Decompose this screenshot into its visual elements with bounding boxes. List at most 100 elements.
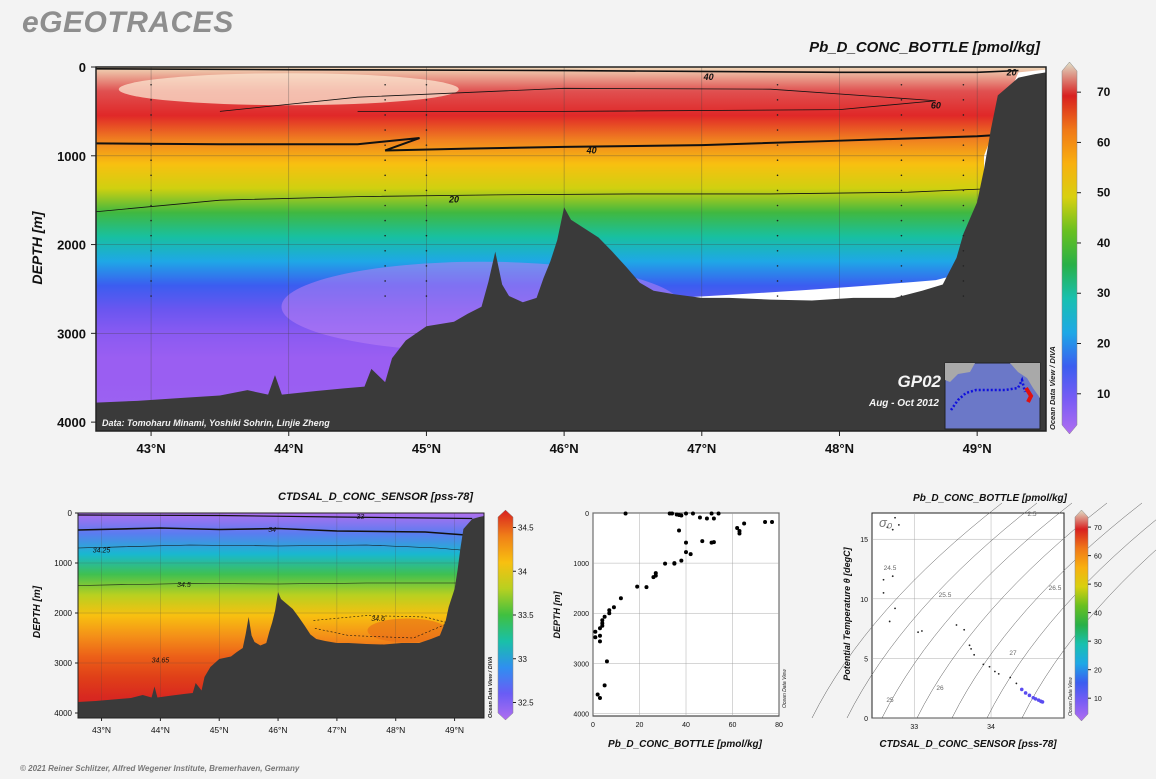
prof-ytick-label-4: 4000 — [573, 711, 589, 718]
main-bathymetry — [96, 72, 1046, 431]
ts-point-11 — [955, 624, 958, 626]
prof-ytick-label-0: 0 — [585, 511, 589, 518]
ts-isopycnal-label-6: 2.5 — [1027, 511, 1036, 518]
main-sample-dot-4-1900 — [900, 234, 903, 237]
main-colorbar: 10 20 30 40 50 60 70 — [1061, 61, 1111, 435]
sal-contour-label-5: 34.65 — [152, 658, 170, 665]
main-sample-dot-4-1390 — [900, 189, 903, 192]
main-sample-dot-0-880 — [150, 144, 152, 146]
main-sample-dot-2-1220 — [425, 174, 428, 177]
main-sample-dot-5-1730 — [962, 219, 965, 222]
main-sample-dot-5-200 — [962, 83, 965, 86]
prof-point-25 — [688, 552, 693, 557]
sal-contour-33 — [77, 514, 473, 520]
ts-point-6 — [894, 607, 896, 610]
ts-colorbar: 10 20 30 40 50 60 70 — [1074, 509, 1102, 722]
main-cbar-label-4: 50 — [1097, 186, 1111, 200]
ts-point-22 — [1019, 687, 1024, 692]
main-sample-dot-2-1390 — [425, 189, 428, 192]
main-sample-dot-4-2070 — [900, 249, 903, 252]
main-contour-label-4: 20 — [1006, 67, 1017, 77]
main-xtick-label-3: 46°N — [550, 441, 579, 456]
prof-ytick-label-1: 1000 — [573, 561, 589, 568]
main-sample-dot-5-2410 — [962, 280, 965, 282]
sal-ytick-label-0: 0 — [68, 509, 73, 518]
sal-xtick-label-2: 45°N — [210, 725, 229, 735]
prof-point-45 — [593, 635, 598, 640]
main-sample-dot-3-2240 — [776, 265, 779, 267]
main-sample-dot-4-880 — [900, 144, 903, 146]
main-sample-dot-1-1220 — [384, 174, 386, 177]
prof-point-22 — [711, 540, 716, 545]
ts-odv-credit: Ocean Data View — [1068, 677, 1074, 716]
main-contour-label-0: 40 — [703, 72, 714, 82]
main-cbar-label-0: 10 — [1097, 387, 1111, 401]
ts-isopycnal-3 — [916, 502, 1108, 719]
prof-point-40 — [600, 618, 605, 623]
ts-point-19 — [997, 673, 1000, 675]
main-contour-label-2: 20 — [448, 194, 459, 204]
sal-contour-label-2: 34.25 — [93, 548, 111, 555]
ts-isopycnal-label-1: 25.5 — [939, 592, 952, 599]
prof-point-28 — [663, 561, 668, 566]
main-sample-dot-0-2580 — [150, 295, 152, 297]
main-sample-dot-4-1560 — [900, 204, 903, 207]
ts-plot-area: 33 34 0 5 10 15 24.5 25.5 26.5 27 25 26 2.5 — [811, 502, 1156, 731]
main-sample-dot-0-200 — [150, 83, 152, 86]
ts-isopycnal-2 — [881, 502, 1073, 719]
ts-cbar-label-3: 40 — [1094, 611, 1102, 618]
ts-point-1 — [897, 524, 900, 526]
prof-point-49 — [602, 683, 607, 688]
main-ytick-label-0: 0 — [79, 60, 86, 75]
main-sample-dot-5-710 — [962, 129, 965, 131]
sal-cbar-label-0: 32.5 — [518, 699, 534, 708]
ts-ytick-label-1: 5 — [864, 656, 868, 663]
main-sample-dot-1-1900 — [384, 234, 386, 237]
main-cbar-label-5: 60 — [1097, 135, 1111, 149]
prof-point-10 — [697, 515, 702, 520]
main-cbar-label-1: 20 — [1097, 337, 1111, 351]
ts-isopycnal-label-4: 25 — [886, 697, 894, 704]
prof-xtick-label-1: 20 — [636, 722, 644, 729]
prof-y-label: DEPTH [m] — [552, 590, 562, 638]
prof-point-19 — [737, 531, 742, 536]
prof-point-42 — [600, 623, 605, 628]
main-sample-dot-1-1730 — [384, 219, 386, 222]
main-sample-dot-4-1730 — [900, 219, 903, 222]
main-sample-dot-5-880 — [962, 144, 965, 146]
main-sample-dot-3-2580 — [776, 295, 779, 297]
main-sample-dot-5-1050 — [962, 159, 965, 162]
main-sample-dot-2-1900 — [425, 234, 428, 237]
ts-point-2 — [886, 526, 889, 529]
prof-xtick-label-4: 80 — [775, 722, 783, 729]
sal-cbar-label-2: 33.5 — [518, 611, 534, 620]
main-cbar-label-2: 30 — [1097, 286, 1111, 300]
main-cbar-label-6: 70 — [1097, 85, 1111, 99]
prof-xtick-label-0: 0 — [591, 722, 595, 729]
ts-xtick-label-1: 34 — [987, 724, 995, 731]
sal-contour-34-5 — [77, 582, 467, 586]
sal-colorbar-ramp — [497, 509, 514, 721]
prof-point-36 — [611, 605, 616, 610]
ts-y-label: Potential Temperature θ [degC] — [842, 546, 852, 680]
ts-point-4 — [882, 578, 885, 581]
main-sample-dot-0-710 — [150, 129, 152, 131]
main-ytick-label-2: 2000 — [57, 238, 86, 253]
main-sample-dot-1-2410 — [384, 280, 386, 282]
ts-cbar-label-6: 70 — [1094, 525, 1102, 532]
main-sample-dot-4-1220 — [900, 174, 903, 177]
prof-point-26 — [679, 558, 684, 563]
ts-point-15 — [973, 653, 976, 656]
ts-point-20 — [1009, 676, 1012, 679]
prof-point-12 — [711, 516, 716, 521]
inset-land-america — [1010, 363, 1040, 398]
main-sample-dot-4-2410 — [900, 280, 903, 282]
prof-point-43 — [597, 626, 602, 631]
prof-point-23 — [684, 540, 688, 545]
main-sample-dot-3-1730 — [776, 219, 779, 222]
cruise-dates: Aug - Oct 2012 — [868, 398, 939, 409]
prof-x-label: Pb_D_CONC_BOTTLE [pmol/kg] — [608, 739, 763, 750]
main-sample-dot-0-2410 — [150, 280, 152, 282]
main-cbar-label-3: 40 — [1097, 236, 1111, 250]
main-sample-dot-3-2070 — [776, 249, 779, 252]
